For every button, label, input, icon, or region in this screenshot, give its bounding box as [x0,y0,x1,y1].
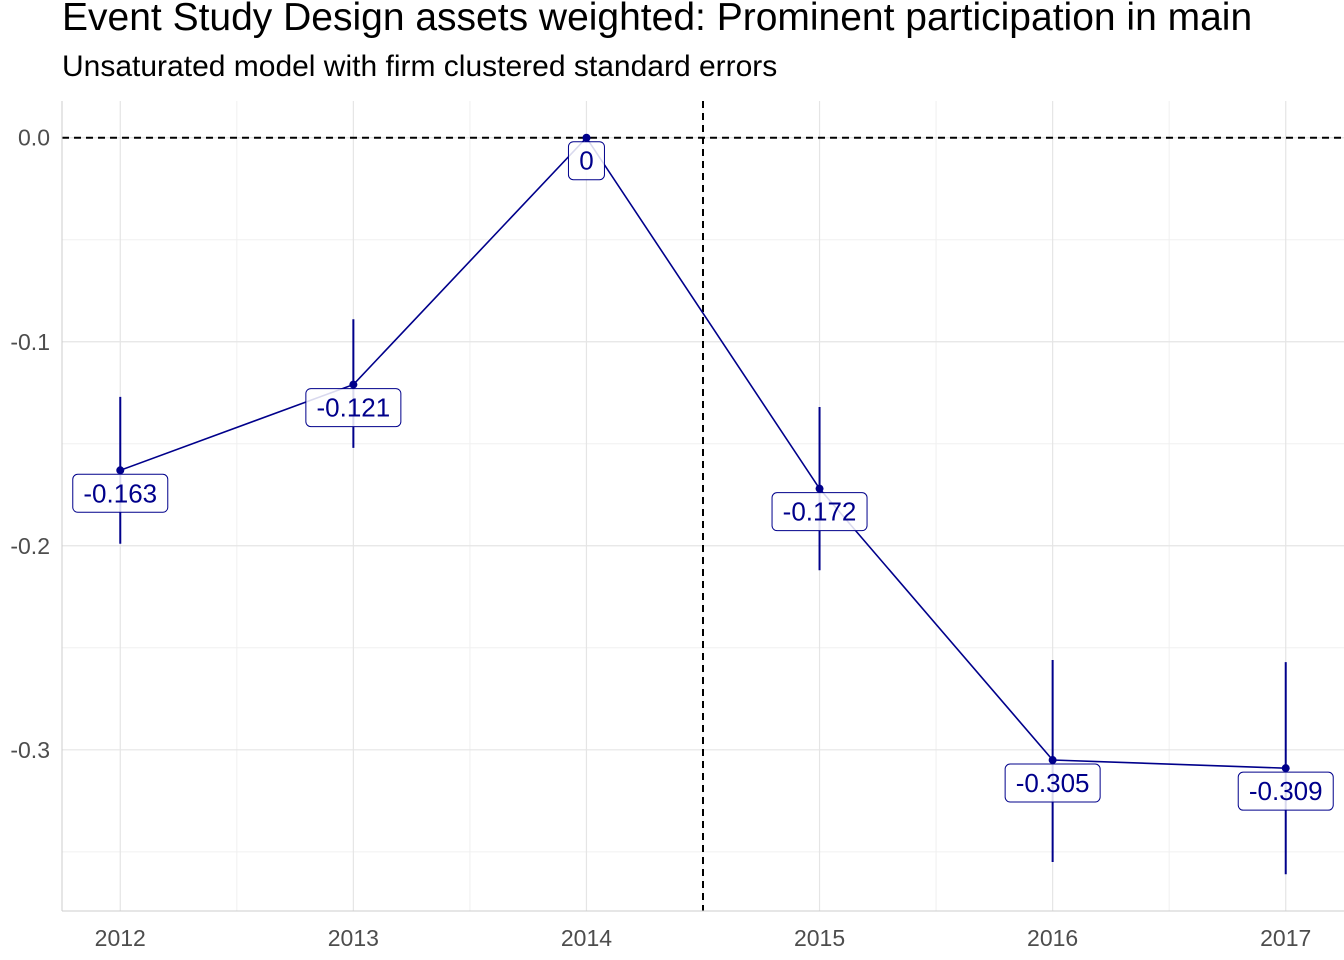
data-point [116,466,125,475]
data-label: -0.309 [1249,776,1323,806]
reference-lines [62,101,1344,911]
data-label-box [72,473,169,513]
axes [61,101,1344,912]
data-point [815,484,824,493]
chart-title: Event Study Design assets weighted: Prom… [62,0,1253,39]
x-tick-label: 2014 [561,925,612,951]
data-point [1281,764,1290,773]
data-point [349,380,358,389]
data-label-box [567,141,605,181]
y-tick-label: -0.1 [10,329,50,355]
data-label-box [771,492,868,532]
x-tick-label: 2015 [794,925,845,951]
data-label-box [305,388,402,428]
x-tick-label: 2012 [95,925,146,951]
data-label-group: -0.163 -0.121 0 -0.172 -0.305 -0.309 [72,141,1334,811]
data-label-box [1004,763,1101,803]
data-point [1048,756,1057,765]
y-tick-label: -0.3 [10,737,50,763]
x-tick-label: 2013 [328,925,379,951]
data-label: 0 [579,146,593,176]
data-point [582,133,591,142]
data-label: -0.121 [316,393,390,423]
y-tick-label: 0.0 [18,125,50,151]
x-tick-label: 2016 [1027,925,1078,951]
data-label: -0.163 [83,478,157,508]
y-tick-label: -0.2 [10,533,50,559]
tick-label-group: 2012 2013 2014 2015 2016 2017 0.0 -0.1 -0.2 -0.3 [10,125,1311,951]
chart-subtitle: Unsaturated model with firm clustered st… [62,50,778,83]
data-label: -0.305 [1016,768,1090,798]
data-label: -0.172 [783,497,857,527]
data-label-box [1237,771,1334,811]
x-tick-label: 2017 [1260,925,1311,951]
